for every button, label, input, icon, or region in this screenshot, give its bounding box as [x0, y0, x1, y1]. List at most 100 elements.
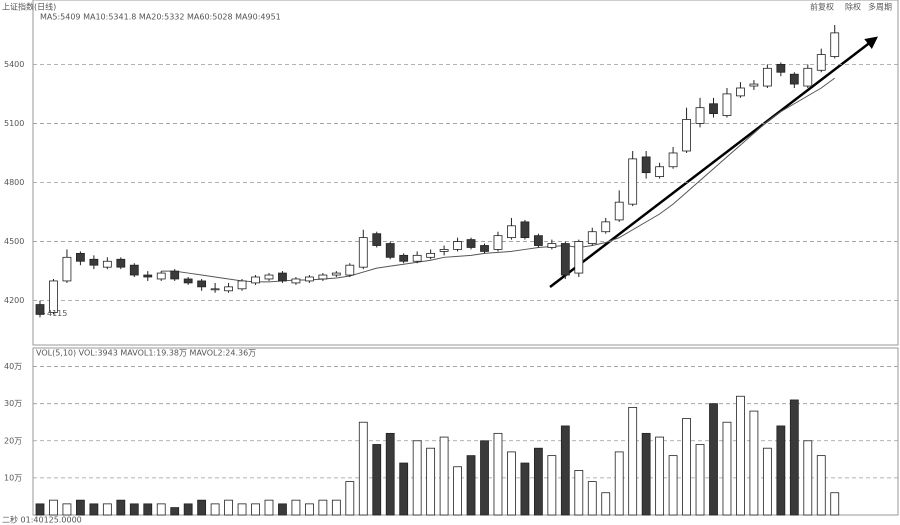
volume-bar [372, 444, 382, 516]
volume-bar [776, 425, 786, 516]
volume-title: VOL(5,10) VOL:3943 MAVOL1:19.38万 MAVOL2:… [36, 349, 256, 358]
volume-bar [466, 455, 476, 516]
volume-bar [197, 499, 207, 516]
candle-body [358, 237, 368, 268]
candle-body [816, 54, 826, 71]
button[interactable]: 除权 [845, 2, 861, 12]
candle-body [574, 241, 584, 274]
candle-body [560, 243, 570, 276]
volume-bar [628, 406, 638, 516]
chart-title: 上证指数(日线) [2, 2, 56, 12]
volume-bar [520, 462, 530, 516]
volume-bar [49, 499, 58, 516]
volume-bar [224, 499, 233, 516]
volume-bar [762, 447, 772, 516]
candle-body [102, 260, 112, 268]
candle-body [49, 280, 58, 313]
candle-body [116, 258, 126, 268]
volume-bar [587, 481, 597, 516]
candle-body [628, 158, 638, 205]
volume-bar [736, 395, 745, 516]
volume-bar [493, 432, 503, 516]
candle-body [76, 252, 85, 262]
y-tick-label: 4200 [4, 296, 24, 305]
volume-bar [345, 481, 355, 516]
volume-bar [183, 503, 193, 516]
volume-panel [32, 347, 899, 516]
volume-bar [533, 447, 543, 516]
volume-bar [385, 432, 395, 516]
candle-body [749, 83, 759, 87]
volume-bar [695, 444, 705, 516]
volume-bar [264, 499, 274, 516]
candle-body [453, 241, 462, 250]
volume-bar [331, 499, 341, 516]
volume-bar [614, 451, 624, 516]
y-tick-label: 10万 [4, 473, 22, 482]
candle-body [35, 304, 45, 315]
volume-bar [116, 499, 126, 516]
volume-bar [709, 403, 718, 516]
volume-bar [601, 492, 611, 516]
volume-bar [156, 503, 166, 516]
volume-bar [278, 503, 287, 516]
candle-body [520, 221, 530, 239]
candle-body [803, 67, 813, 87]
candle-body [709, 103, 718, 114]
candle-body [237, 280, 247, 290]
candle-body [547, 243, 557, 248]
candle-body [89, 258, 99, 266]
volume-bar [641, 432, 651, 516]
y-tick-label: 30万 [4, 399, 22, 408]
volume-bar [830, 492, 840, 516]
candle-body [412, 254, 422, 262]
candle-body [304, 276, 314, 282]
volume-bar [722, 421, 732, 516]
y-tick-label: 4500 [4, 237, 24, 246]
candle-body [789, 73, 799, 85]
volume-bar [574, 470, 584, 516]
candle-body [439, 249, 449, 252]
y-tick-label: 5400 [4, 60, 24, 69]
trend-arrow [549, 36, 878, 288]
volume-bar [76, 499, 85, 516]
candle-body [507, 225, 516, 239]
volume-bar [129, 503, 139, 516]
candle-body [493, 235, 503, 250]
button[interactable]: 前复权 [810, 2, 834, 12]
volume-bar [251, 503, 260, 516]
candle-body [385, 243, 395, 258]
candle-body [372, 233, 382, 246]
y-tick-label: 4800 [4, 178, 24, 187]
candle-body [183, 278, 193, 284]
candle-body [614, 201, 624, 221]
candle-body [655, 166, 665, 177]
candle-body [426, 252, 436, 258]
volume-bar [412, 440, 422, 516]
candle-body [641, 156, 651, 174]
volume-bar [789, 399, 799, 516]
volume-bar [749, 410, 759, 516]
candle-body [129, 264, 139, 276]
candle-body [251, 276, 260, 284]
volume-bar [210, 503, 220, 516]
candle-body [480, 245, 489, 252]
volume-bar [237, 503, 247, 516]
candle-body [278, 272, 287, 282]
volume-bar [304, 503, 314, 516]
candle-body [264, 274, 274, 280]
volume-bar [102, 503, 112, 516]
volume-bar [170, 507, 180, 516]
y-tick-label: 20万 [4, 436, 22, 445]
candle-body [143, 274, 153, 278]
volume-bar [453, 466, 462, 516]
volume-bar [89, 503, 99, 516]
low-annotation: 4115 [47, 309, 67, 318]
candle-body [399, 254, 409, 262]
y-tick-label: 40万 [4, 362, 22, 371]
button[interactable]: 多周期 [868, 2, 892, 12]
candle-body [695, 107, 705, 124]
volume-bar [318, 499, 328, 516]
volume-bar [816, 455, 826, 516]
